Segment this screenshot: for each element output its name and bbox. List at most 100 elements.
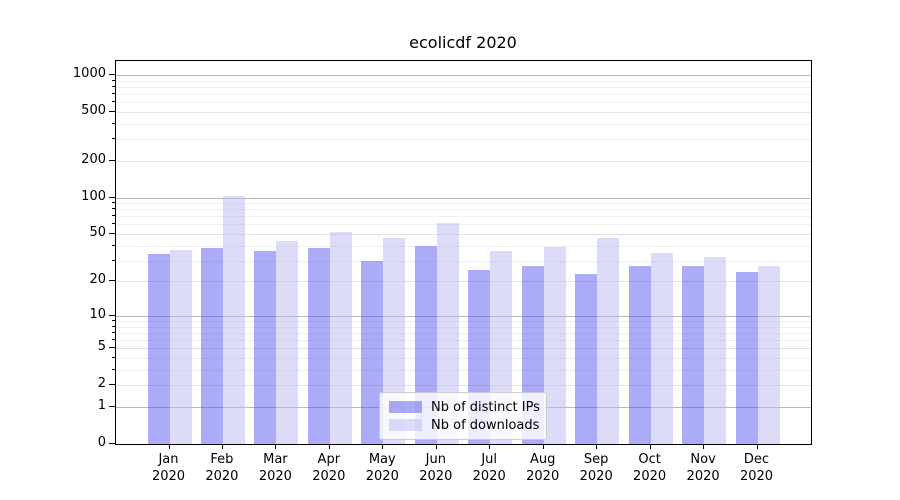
- y-minor-tick-mark: [112, 325, 115, 327]
- x-tick-label-line: 2020: [312, 469, 346, 484]
- y-tick-mark: [109, 74, 115, 75]
- y-minor-tick-mark: [112, 244, 115, 246]
- y-minor-tick-mark: [112, 320, 115, 321]
- y-tick-label-50: 50: [89, 225, 106, 240]
- x-tick-mark-aug: [542, 444, 544, 449]
- x-tick-label-line: Feb: [210, 452, 234, 467]
- bar-aug-nb-of-downloads: [543, 247, 566, 444]
- gridline-50: [116, 234, 811, 235]
- x-tick-label-line: 2020: [579, 469, 613, 484]
- bar-nov-nb-of-downloads: [704, 257, 727, 444]
- bar-mar-nb-of-downloads: [276, 240, 299, 444]
- y-minor-tick-mark: [112, 122, 115, 124]
- x-tick-label-oct: Oct 2020: [615, 451, 685, 485]
- x-tick-mark-oct: [649, 444, 651, 449]
- x-tick-label-nov: Nov 2020: [668, 451, 738, 485]
- x-tick-label-line: Apr: [317, 452, 341, 467]
- minor-gridline: [116, 86, 811, 88]
- y-tick-label-200: 200: [81, 151, 106, 167]
- y-tick-mark: [109, 111, 115, 112]
- x-tick-label-line: 2020: [205, 469, 239, 484]
- y-minor-tick-mark: [112, 357, 115, 358]
- bar-mar-nb-of-distinct-ips: [254, 251, 277, 444]
- bar-apr-nb-of-distinct-ips: [307, 248, 330, 444]
- y-tick-mark: [109, 384, 115, 386]
- y-minor-tick-mark: [112, 259, 115, 261]
- y-tick-mark: [109, 406, 115, 407]
- bar-nov-nb-of-distinct-ips: [682, 266, 705, 444]
- minor-gridline: [116, 209, 811, 211]
- bar-apr-nb-of-downloads: [329, 231, 352, 444]
- x-tick-label-line: 2020: [472, 469, 506, 484]
- legend-label-downloads: Nb of downloads: [431, 417, 540, 433]
- x-tick-mark-nov: [703, 444, 705, 449]
- minor-gridline: [116, 203, 811, 205]
- bar-jan-nb-of-distinct-ips: [147, 254, 170, 444]
- x-tick-mark-jan: [168, 444, 170, 449]
- bar-dec-nb-of-downloads: [757, 266, 780, 444]
- minor-gridline: [116, 216, 811, 218]
- y-tick-label-1000: 1000: [72, 66, 106, 81]
- x-tick-label-mar: Mar 2020: [240, 451, 310, 485]
- x-tick-label-line: 2020: [526, 469, 560, 484]
- gridline-1000: [116, 75, 811, 76]
- gridline-100: [116, 197, 811, 199]
- x-tick-label-line: 2020: [739, 469, 774, 484]
- x-tick-label-sep: Sep 2020: [561, 451, 631, 485]
- y-minor-tick-mark: [112, 369, 115, 370]
- y-tick-label-500: 500: [81, 103, 106, 118]
- x-tick-label-aug: Aug 2020: [508, 451, 578, 485]
- x-tick-mark-may: [382, 444, 384, 449]
- y-minor-tick-mark: [112, 223, 115, 225]
- minor-gridline: [116, 80, 811, 82]
- y-tick-mark: [109, 159, 115, 161]
- bar-feb-nb-of-downloads: [222, 195, 245, 444]
- y-tick-label-100: 100: [81, 188, 106, 204]
- bar-sep-nb-of-distinct-ips: [575, 274, 598, 444]
- x-tick-label-dec: Dec 2020: [722, 451, 792, 485]
- y-tick-label-20: 20: [89, 272, 106, 288]
- x-tick-label-line: Mar: [263, 452, 288, 467]
- bar-oct-nb-of-distinct-ips: [628, 266, 651, 444]
- y-tick-mark: [109, 280, 115, 282]
- x-tick-label-line: Jan: [158, 452, 179, 467]
- x-tick-mark-jul: [489, 444, 491, 449]
- x-tick-mark-dec: [756, 444, 758, 449]
- y-tick-mark: [109, 347, 115, 349]
- x-tick-label-line: Dec: [743, 452, 770, 467]
- y-minor-tick-mark: [112, 215, 115, 217]
- bar-oct-nb-of-downloads: [650, 252, 673, 444]
- y-minor-tick-mark: [112, 93, 115, 94]
- y-tick-mark: [109, 233, 115, 234]
- y-minor-tick-mark: [112, 138, 115, 140]
- x-tick-label-jul: Jul 2020: [454, 451, 524, 485]
- legend-label-distinct-ips: Nb of distinct IPs: [431, 399, 540, 415]
- x-tick-label-jan: Jan 2020: [134, 451, 204, 485]
- y-tick-mark: [109, 443, 115, 444]
- y-minor-tick-mark: [112, 339, 115, 341]
- x-tick-label-line: Sep: [583, 452, 609, 467]
- bar-dec-nb-of-distinct-ips: [735, 272, 758, 444]
- x-tick-label-line: 2020: [151, 469, 186, 484]
- y-minor-tick-mark: [112, 85, 115, 87]
- legend-item-downloads: Nb of downloads: [389, 417, 540, 433]
- x-tick-label-line: 2020: [633, 469, 667, 484]
- x-tick-label-may: May 2020: [347, 451, 417, 485]
- x-tick-label-line: 2020: [365, 469, 399, 484]
- y-tick-label-5: 5: [97, 339, 106, 355]
- legend-swatch-downloads: [389, 419, 422, 431]
- x-tick-label-line: Jul: [481, 452, 498, 467]
- bar-may-nb-of-distinct-ips: [361, 260, 384, 444]
- y-tick-label-10: 10: [89, 306, 106, 322]
- legend-item-distinct-ips: Nb of distinct IPs: [389, 399, 540, 415]
- x-tick-label-line: Oct: [638, 452, 661, 467]
- minor-gridline: [116, 123, 811, 125]
- x-tick-label-line: May: [368, 452, 396, 467]
- x-tick-mark-sep: [596, 444, 598, 449]
- legend: Nb of distinct IPs Nb of downloads: [379, 392, 547, 440]
- minor-gridline: [116, 245, 811, 247]
- y-tick-label-0: 0: [97, 435, 106, 450]
- bar-jun-nb-of-downloads: [436, 222, 459, 444]
- gridline-500: [116, 112, 811, 113]
- legend-swatch-distinct-ips: [389, 401, 422, 413]
